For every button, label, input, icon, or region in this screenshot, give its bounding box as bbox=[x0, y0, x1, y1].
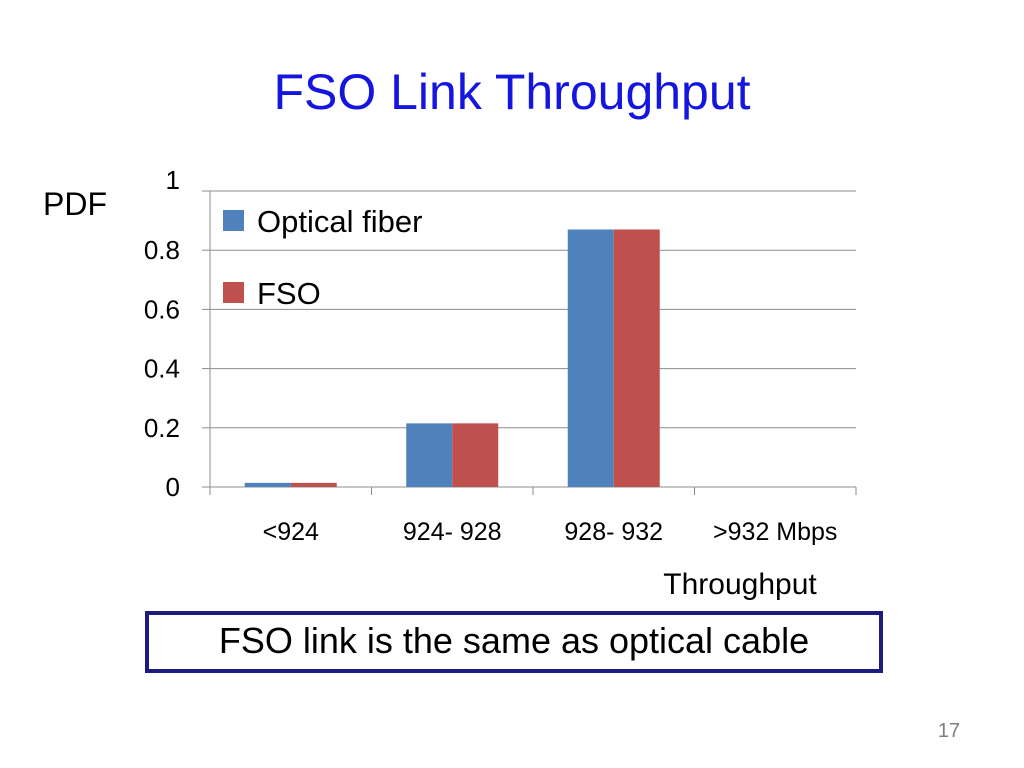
y-tick-label: 0.2 bbox=[144, 413, 180, 443]
y-tick-label: 1 bbox=[166, 165, 180, 195]
x-axis-label: Throughput bbox=[663, 568, 817, 601]
legend-label-fso: FSO bbox=[257, 276, 321, 311]
bar-fso-1 bbox=[452, 423, 499, 487]
bars bbox=[244, 229, 660, 488]
legend-swatch-optical-fiber bbox=[223, 210, 244, 231]
y-tick-label: 0.8 bbox=[144, 235, 180, 265]
bar-optical-fiber-1 bbox=[406, 423, 453, 487]
slide-title: FSO Link Throughput bbox=[273, 64, 751, 120]
gridlines bbox=[210, 190, 856, 429]
callout-text: FSO link is the same as optical cable bbox=[218, 620, 810, 661]
x-tick-label: 928- 932 bbox=[564, 518, 663, 546]
legend: Optical fiber FSO bbox=[223, 204, 422, 311]
x-tick-label: 924- 928 bbox=[403, 518, 502, 546]
legend-swatch-fso bbox=[223, 282, 244, 303]
y-tick-label: 0.6 bbox=[144, 294, 180, 324]
page-number: 17 bbox=[937, 720, 961, 742]
x-tick-label: <924 bbox=[263, 518, 319, 546]
y-axis-label: PDF bbox=[43, 186, 107, 222]
x-tick-label: >932 Mbps bbox=[713, 518, 837, 546]
y-tick-label: 0 bbox=[166, 472, 180, 502]
callout-box: FSO link is the same as optical cable bbox=[145, 611, 883, 673]
bar-optical-fiber-2 bbox=[567, 229, 614, 488]
legend-label-optical-fiber: Optical fiber bbox=[257, 204, 422, 239]
bar-fso-2 bbox=[613, 229, 660, 488]
y-tick-label: 0.4 bbox=[144, 354, 180, 384]
tick-labels: 0 0.2 0.4 0.6 0.8 1 <924 924- 928 928- 932 >932 M… bbox=[144, 165, 838, 546]
bar-optical-fiber-0 bbox=[244, 482, 291, 487]
bar-fso-0 bbox=[290, 482, 337, 487]
